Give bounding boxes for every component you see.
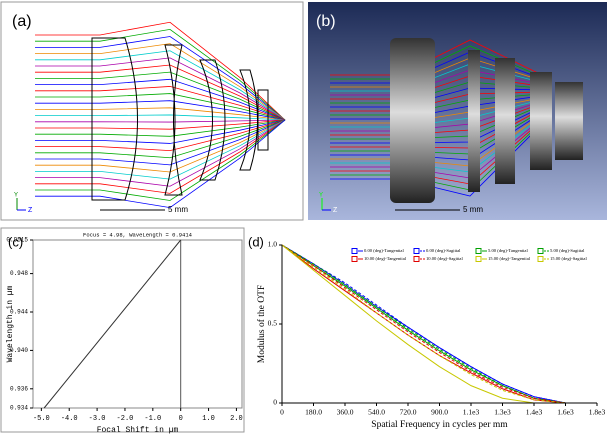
legend-label: 0.00 (deg)-Sagittal — [426, 248, 461, 253]
x-axis-label: Spatial Frequency in cycles per mm — [371, 420, 508, 430]
axis-letter: Y — [319, 193, 323, 199]
x-tick-label: 2.0 — [230, 415, 243, 423]
x-tick-label: 0 — [179, 415, 183, 423]
x-tick-label: 900.0 — [431, 408, 448, 417]
x-tick-label: 1.1e3 — [463, 408, 480, 417]
legend-swatch — [352, 257, 357, 262]
figure: (a) (b) (c) (d) 5 mm 5 mm YZ YZ Focus = … — [0, 0, 608, 434]
panel-c — [1, 228, 244, 432]
legend-swatch — [414, 249, 419, 254]
legend-swatch — [538, 249, 543, 254]
scale-text: 5 mm — [168, 205, 188, 214]
x-tick-label: -2.0 — [117, 415, 134, 423]
legend-swatch — [538, 257, 543, 262]
lens — [495, 58, 515, 184]
series-line — [282, 245, 597, 403]
x-tick-label: 540.0 — [368, 408, 385, 417]
legend-swatch — [476, 249, 481, 254]
x-tick-label: 0 — [280, 408, 284, 417]
lens — [555, 82, 583, 160]
series-line — [282, 245, 597, 403]
panel-label: (a) — [12, 13, 32, 30]
legend-swatch — [414, 257, 419, 262]
x-tick-label: 1.8e3 — [589, 408, 606, 417]
y-tick-label: 1.0 — [268, 240, 278, 249]
y-axis-label: Modulus of the OTF — [256, 285, 267, 363]
x-tick-label: 720.0 — [400, 408, 417, 417]
x-tick-label: 1.4e3 — [526, 408, 543, 417]
series-line — [282, 245, 597, 403]
x-axis-label: Focal Shift in µm — [97, 426, 179, 434]
legend-label: 0.00 (deg)-Tangential — [364, 248, 404, 253]
plot-frame — [282, 245, 597, 403]
series-line — [282, 245, 597, 403]
panel-label: (b) — [316, 13, 336, 30]
x-tick-label: 1.0 — [202, 415, 215, 423]
axis-letter: Z — [28, 207, 33, 214]
legend-label: 10.00 (deg)-Tangential — [364, 256, 407, 261]
lens — [468, 50, 480, 192]
series-line — [282, 245, 597, 403]
axis-letter: Z — [333, 207, 338, 214]
axis-letter: Y — [14, 193, 18, 199]
legend-label: 15.00 (deg)-Sagittal — [550, 256, 587, 261]
x-tick-label: -4.0 — [61, 415, 78, 423]
legend-label: 15.00 (deg)-Tangential — [488, 256, 531, 261]
series-line — [282, 245, 597, 403]
lens — [530, 72, 552, 170]
y-tick-label: 0.5 — [268, 319, 278, 328]
x-tick-label: 1.3e3 — [494, 408, 511, 417]
legend-swatch — [476, 257, 481, 262]
x-tick-label: -1.0 — [144, 415, 161, 423]
y-tick-label: 0.9515 — [6, 237, 28, 244]
series-line — [282, 245, 597, 403]
panel-label: (d) — [248, 234, 264, 249]
y-tick-label: 0.934 — [10, 405, 28, 412]
legend-swatch — [352, 249, 357, 254]
x-tick-label: -3.0 — [89, 415, 106, 423]
legend-label: 5.00 (deg)-Tangential — [488, 248, 528, 253]
legend-label: 5.00 (deg)-Sagittal — [550, 248, 585, 253]
series-line — [282, 245, 597, 403]
legend-label: 10.00 (deg)-Sagittal — [426, 256, 463, 261]
y-tick-label: 0.948 — [10, 270, 28, 277]
chart-title: Focus = 4.98, WaveLength = 0.9414 — [83, 231, 193, 238]
lens — [390, 38, 435, 203]
y-tick-label: 0.936 — [10, 385, 28, 392]
y-axis-label: Wavelength in µm — [6, 285, 15, 362]
x-tick-label: -5.0 — [33, 415, 50, 423]
scale-text: 5 mm — [463, 205, 483, 214]
x-tick-label: 180.0 — [305, 408, 322, 417]
x-tick-label: 1.6e3 — [557, 408, 574, 417]
x-tick-label: 360.0 — [337, 408, 354, 417]
y-tick-label: 0 — [273, 398, 277, 407]
